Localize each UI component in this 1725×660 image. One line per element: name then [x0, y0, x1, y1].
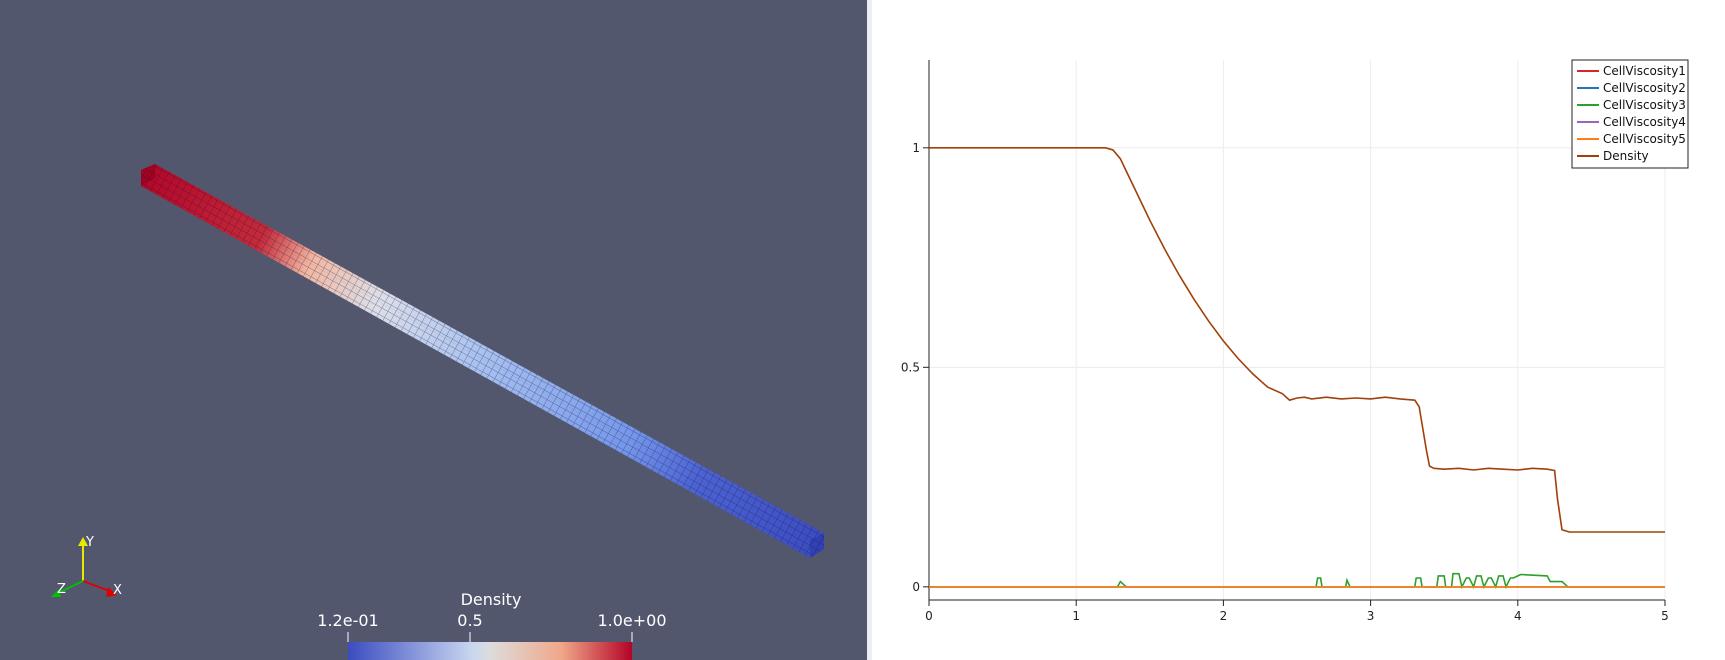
x-axis-label: X — [113, 583, 122, 598]
chart-legend[interactable]: CellViscosity1 CellViscosity2 CellViscosit… — [1571, 59, 1689, 169]
y-axis-label: Y — [85, 535, 94, 550]
legend-label-cellviscosity5[interactable]: CellViscosity5 — [1603, 132, 1686, 146]
x-axis-arrow-icon — [106, 587, 117, 597]
x-tick-label: 1 — [1072, 609, 1080, 623]
y-tick-label: 0 — [912, 580, 920, 594]
chart-series — [929, 147, 1665, 590]
legend-label-density[interactable]: Density — [1603, 149, 1649, 163]
z-axis-label: Z — [57, 582, 66, 597]
x-tick-label: 0 — [925, 609, 933, 623]
x-tick-label: 5 — [1661, 609, 1669, 623]
x-tick-label: 3 — [1367, 609, 1375, 623]
chart-grid — [928, 60, 1666, 600]
mesh-grid-overlay — [141, 164, 824, 558]
orientation-axes-widget: Y X Z — [51, 535, 122, 598]
y-tick-label: 1 — [912, 141, 920, 155]
x-axis-line — [82, 580, 113, 593]
legend-label-cellviscosity4[interactable]: CellViscosity4 — [1603, 115, 1686, 129]
line-chart-view[interactable]: 0 1 2 3 4 5 0 0.5 1 CellViscosity1 CellViscosity2… — [872, 0, 1725, 660]
line-chart[interactable]: 0 1 2 3 4 5 0 0.5 1 CellViscosity1 CellViscosity2… — [872, 0, 1725, 660]
legend-label-cellviscosity1[interactable]: CellViscosity1 — [1603, 64, 1686, 78]
x-tick-label: 4 — [1514, 609, 1522, 623]
chart-axes: 0 1 2 3 4 5 0 0.5 1 — [901, 60, 1669, 623]
colorbar-gradient[interactable] — [348, 642, 632, 660]
series-line-density — [929, 147, 1665, 533]
legend-label-cellviscosity3[interactable]: CellViscosity3 — [1603, 98, 1686, 112]
z-axis-arrow-icon — [51, 589, 61, 597]
colorbar-title: Density — [460, 590, 522, 609]
y-tick-label: 0.5 — [901, 360, 920, 374]
legend-label-cellviscosity2[interactable]: CellViscosity2 — [1603, 81, 1686, 95]
x-tick-label: 2 — [1220, 609, 1228, 623]
series-line-cellviscosity3 — [929, 572, 1665, 590]
colorbar-tick-label: 1.0e+00 — [597, 611, 667, 630]
view-splitter[interactable] — [867, 0, 872, 660]
z-axis-line — [55, 580, 84, 595]
render-view-3d[interactable]: Y X Z Density 1.2e-01 0.5 1.0e+00 — [0, 0, 867, 660]
colorbar-tick-label: 1.2e-01 — [317, 611, 379, 630]
legend-box — [1571, 59, 1689, 169]
mesh-scene[interactable]: Y X Z — [0, 0, 867, 660]
colorbar-tick-label: 0.5 — [457, 611, 483, 630]
y-axis-arrow-icon — [78, 537, 88, 546]
